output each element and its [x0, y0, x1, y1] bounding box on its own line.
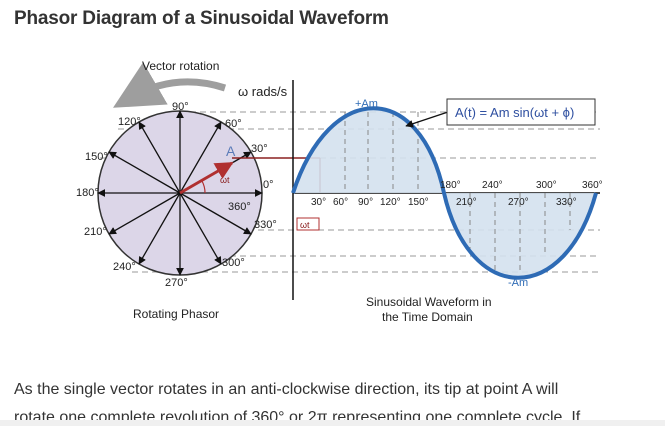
angle-label-150: 150° — [85, 151, 108, 163]
omega-t-arc — [201, 180, 206, 194]
waveform-dashed-verticals — [344, 112, 571, 270]
page-title: Phasor Diagram of a Sinusoidal Waveform — [14, 8, 389, 29]
angle-label-180: 180° — [76, 187, 99, 199]
omega-t-box — [296, 217, 320, 231]
waveform-omega-t-label: ωt — [300, 220, 310, 230]
omega-rads-label: ω rads/s — [238, 84, 288, 99]
waveform-caption-line2: the Time Domain — [382, 310, 473, 324]
wave-tick-240: 240° — [482, 180, 503, 191]
rotating-phasor-label: Rotating Phasor — [133, 307, 219, 321]
angle-label-30: 30° — [251, 143, 268, 155]
angle-label-120: 120° — [118, 116, 141, 128]
wave-tick-120: 120° — [380, 197, 401, 208]
body-text-line-1: As the single vector rotates in an anti-… — [14, 381, 559, 398]
angle-label-330: 330° — [254, 219, 277, 231]
wave-tick-150: 150° — [408, 197, 429, 208]
plus-am-label: +Am — [355, 98, 378, 110]
point-a-label: A — [226, 143, 236, 159]
angle-label-90: 90° — [172, 101, 189, 113]
angle-label-60: 60° — [225, 118, 242, 130]
wave-tick-180: 180° — [440, 180, 461, 191]
wave-tick-360: 360° — [582, 180, 603, 191]
phasor-vector — [179, 161, 234, 195]
phasor-omega-t-label: ωt — [220, 175, 230, 185]
wave-tick-270: 270° — [508, 197, 529, 208]
wave-tick-330: 330° — [556, 197, 577, 208]
equation-pointer-arrow — [405, 111, 449, 128]
phasor-diagram-figure: Vector rotation ω rads/s A ωt Rotating P… — [76, 59, 603, 324]
wave-tick-60: 60° — [333, 197, 348, 208]
sine-waveform — [291, 106, 598, 280]
angle-label-210: 210° — [84, 226, 107, 238]
wave-tick-210: 210° — [456, 197, 477, 208]
bottom-scroll-edge — [0, 420, 665, 426]
waveform-caption-line1: Sinusoidal Waveform in — [366, 295, 492, 309]
body-text-line-2: rotate one complete revolution of 360° o… — [14, 409, 581, 426]
equation-text: A(t) = Am sin(ωt + ϕ) — [455, 105, 574, 120]
rotation-arrow — [113, 62, 227, 108]
angle-label-0: 0° — [263, 179, 274, 191]
vector-rotation-label: Vector rotation — [142, 59, 219, 73]
minus-am-label: -Am — [508, 277, 528, 289]
angle-label-300: 300° — [222, 257, 245, 269]
equation-box — [446, 98, 596, 126]
wave-tick-90: 90° — [358, 197, 373, 208]
angle-label-240: 240° — [113, 261, 136, 273]
angle-label-270: 270° — [165, 277, 188, 289]
negative-half-fill — [444, 193, 596, 278]
wave-tick-30: 30° — [311, 197, 326, 208]
wave-tick-300: 300° — [536, 180, 557, 191]
angle-label-360: 360° — [228, 201, 251, 213]
